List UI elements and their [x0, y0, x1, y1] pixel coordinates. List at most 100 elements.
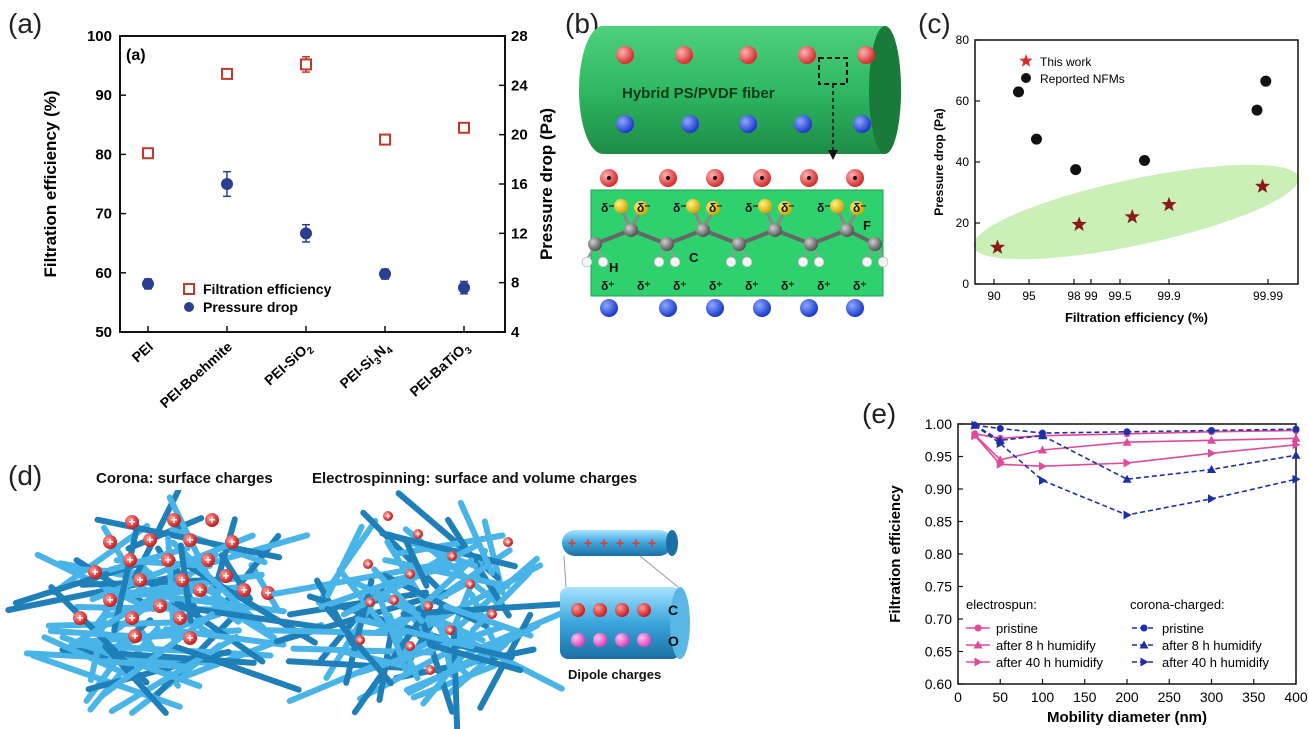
y-tick-label: 0.70: [925, 611, 952, 627]
dipole-o-label: O: [668, 633, 679, 649]
charge-plus: +: [467, 579, 472, 589]
hydrogen-atom: [653, 256, 665, 268]
highlight-ellipse: [973, 164, 1299, 260]
surface-charge: [88, 565, 102, 579]
legend-label: pristine: [996, 621, 1038, 636]
fiber: [382, 557, 511, 590]
y2-tick-label: 12: [511, 225, 528, 242]
surface-charge: [125, 515, 139, 529]
dipole-c-charge: [637, 603, 651, 617]
panel-letter-e: (e): [862, 398, 897, 429]
charge-plus: +: [385, 511, 390, 521]
pd-point: [379, 268, 391, 281]
delta-minus-label: δ⁻: [601, 201, 615, 215]
fiber: [41, 634, 139, 681]
fiber: [481, 518, 506, 596]
charge-plus: +: [264, 586, 271, 600]
fiber: [51, 522, 150, 596]
positive-charge: [798, 46, 816, 64]
x-tick-label: 50: [992, 689, 1008, 705]
fiber: [356, 624, 505, 676]
surface-charge: [183, 631, 197, 645]
y-tick-label: 0.75: [925, 579, 952, 595]
series-point: [1208, 427, 1215, 434]
charge-plus: +: [391, 595, 396, 605]
dipole-negative: [659, 299, 677, 317]
surface-charge: [261, 586, 275, 600]
delta-minus-label: δ⁻: [637, 201, 651, 215]
carbon-atom: [732, 237, 746, 251]
surface-charge: [167, 513, 181, 527]
y-tick-label: 60: [95, 265, 112, 282]
volume-charge: [423, 601, 433, 611]
fiber: [420, 653, 466, 707]
x-tick-label: 100: [1031, 689, 1055, 705]
series-point: [996, 425, 1004, 433]
hydrogen-atom: [877, 256, 889, 268]
legend-this-work-marker: [1019, 54, 1033, 67]
charge-plus: +: [126, 553, 133, 567]
charge-plus: +: [76, 611, 83, 625]
surface-charge: [73, 611, 87, 625]
this-work-point: [1254, 178, 1271, 193]
y-axis-label: Filtration efficiency: [887, 485, 904, 623]
y2-tick-label: 20: [511, 127, 528, 144]
volume-charge: [447, 551, 457, 561]
series-point: [1291, 433, 1301, 442]
fe-point: [300, 58, 312, 71]
carbon-atom: [696, 223, 710, 237]
series-point: [1208, 494, 1216, 504]
fiber: [102, 643, 169, 716]
chart-e-efficiency-vs-diameter: 0.60 0.65 0.70 0.75 0.80 0.85 0.90 0.95 1.00 0 50 1…: [887, 416, 1308, 726]
zoom-line-left: [563, 555, 567, 588]
fiber-plus: +: [616, 535, 625, 552]
fiber: [287, 589, 429, 618]
dipole-o-charge: [571, 633, 585, 647]
dipole-center: [760, 176, 764, 180]
surface-charge: [133, 573, 147, 587]
volume-charge: [383, 511, 393, 521]
surface-charge: [237, 583, 251, 597]
delta-minus-label: δ⁻: [781, 201, 795, 215]
volume-charge: [503, 537, 513, 547]
dipole-c-charge: [615, 603, 629, 617]
y2-tick-label: 24: [511, 77, 528, 94]
zoom-line-right: [639, 555, 679, 588]
x-tick-label: 98: [1067, 289, 1081, 303]
corona-title: Corona: surface charges: [96, 470, 273, 487]
surface-charge: [183, 533, 197, 547]
x-tick-label: 200: [1115, 689, 1139, 705]
charge-plus: +: [407, 569, 412, 579]
dipole-o-charge: [615, 633, 629, 647]
charge-plus: +: [186, 631, 193, 645]
series-point: [1292, 440, 1301, 450]
charge-plus: +: [228, 535, 235, 549]
delta-plus-label: δ⁺: [853, 279, 867, 293]
fiber: [371, 566, 425, 624]
fiber: [354, 616, 475, 650]
dipole-center: [607, 176, 611, 180]
surface-charge: [143, 533, 157, 547]
y-tick-label: 0.80: [925, 546, 952, 562]
surface-charge: [161, 553, 175, 567]
volume-charge: [425, 665, 435, 675]
inner-panel-label: (a): [126, 47, 146, 64]
surface-charge: [103, 535, 117, 549]
charge-plus: +: [136, 573, 143, 587]
charge-plus: +: [128, 515, 135, 529]
y-tick-label: 40: [956, 155, 970, 169]
x-tick-label: 300: [1200, 689, 1224, 705]
carbon-atom: [624, 223, 638, 237]
legend-this-work-label: This work: [1040, 55, 1092, 69]
y-tick-label: 0.65: [925, 644, 952, 660]
fiber-plus: +: [648, 535, 657, 552]
y-tick-label: 70: [95, 206, 112, 223]
y-axis-label: Pressure drop (Pa): [932, 108, 946, 215]
fe-point: [221, 67, 233, 80]
negative-charge: [681, 115, 699, 133]
series-line: [974, 424, 1297, 434]
this-work-point: [1161, 196, 1177, 212]
dipole-o-charge: [637, 633, 651, 647]
legend-fe-marker: [183, 283, 195, 295]
volume-charge: [405, 569, 415, 579]
